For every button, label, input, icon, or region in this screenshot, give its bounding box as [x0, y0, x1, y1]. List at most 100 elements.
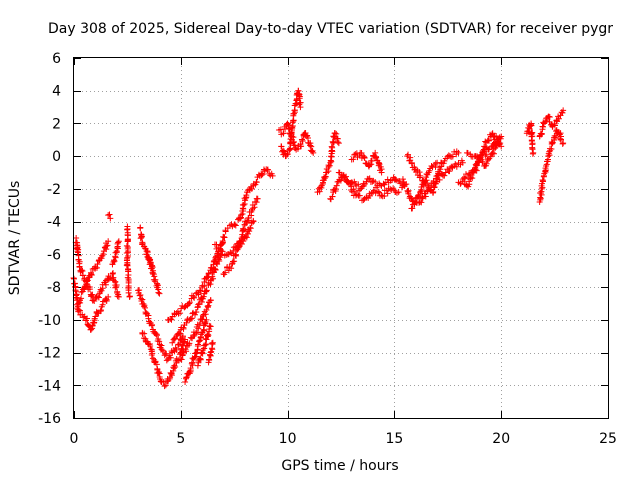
data-point: [200, 293, 207, 300]
data-point: [240, 202, 247, 209]
data-point: [477, 154, 484, 161]
data-point: [432, 160, 439, 167]
data-point: [376, 161, 383, 168]
data-point: [157, 378, 164, 385]
data-point: [551, 121, 558, 128]
data-point: [281, 148, 288, 155]
data-point: [221, 233, 228, 240]
data-point: [195, 301, 202, 308]
data-point: [264, 166, 271, 173]
data-point: [418, 199, 425, 206]
data-point: [93, 264, 100, 271]
data-point: [206, 326, 213, 333]
data-point: [187, 365, 194, 372]
data-points: [70, 87, 567, 390]
data-point: [307, 140, 314, 147]
data-point: [458, 157, 465, 164]
data-point: [315, 185, 322, 192]
x-tick-label: 20: [492, 431, 510, 447]
data-point: [203, 287, 210, 294]
data-point: [355, 181, 362, 188]
data-point: [551, 122, 558, 129]
data-point: [191, 354, 198, 361]
y-tick-label: -8: [47, 280, 61, 296]
data-point: [112, 284, 119, 291]
data-point: [115, 238, 122, 245]
data-point: [526, 123, 533, 130]
data-point: [350, 186, 357, 193]
data-point: [219, 248, 226, 255]
data-point: [441, 172, 448, 179]
data-point: [206, 356, 213, 363]
data-point: [374, 188, 381, 195]
data-point: [156, 338, 163, 345]
data-point: [149, 269, 156, 276]
data-point: [393, 189, 400, 196]
data-point: [103, 296, 110, 303]
data-point: [209, 341, 216, 348]
data-point: [446, 168, 453, 175]
data-point: [100, 251, 107, 258]
data-point: [179, 352, 186, 359]
data-point: [373, 153, 380, 160]
data-point: [123, 242, 130, 249]
data-point: [210, 275, 217, 282]
data-point: [280, 130, 287, 137]
data-point: [334, 139, 341, 146]
data-point: [106, 211, 113, 218]
data-point: [258, 172, 265, 179]
data-point: [381, 193, 388, 200]
data-point: [485, 137, 492, 144]
data-point: [408, 194, 415, 201]
data-point: [83, 281, 90, 288]
data-point: [539, 178, 546, 185]
data-point: [83, 278, 90, 285]
data-point: [86, 286, 93, 293]
data-point: [207, 281, 214, 288]
y-tick-label: -2: [47, 182, 61, 198]
data-point: [195, 325, 202, 332]
data-point: [137, 224, 144, 231]
data-point: [299, 138, 306, 145]
data-point: [366, 175, 373, 182]
data-point: [347, 180, 354, 187]
x-tick-label: 15: [385, 431, 403, 447]
data-point: [78, 295, 85, 302]
data-point: [473, 167, 480, 174]
data-point: [76, 263, 83, 270]
data-point: [140, 300, 147, 307]
data-point: [467, 173, 474, 180]
data-point: [352, 151, 359, 158]
data-point: [147, 343, 154, 350]
data-point: [415, 191, 422, 198]
data-point: [376, 189, 383, 196]
data-point: [373, 184, 379, 191]
data-point: [295, 87, 302, 94]
data-point: [208, 264, 215, 271]
y-tick-label: 6: [52, 51, 61, 67]
data-point: [211, 265, 218, 272]
data-point: [309, 147, 316, 154]
data-point: [195, 341, 202, 348]
data-point: [385, 185, 392, 192]
data-point: [398, 184, 405, 191]
data-point: [78, 267, 85, 274]
data-point: [243, 192, 250, 199]
data-point: [199, 312, 206, 319]
data-point: [178, 305, 185, 312]
data-point: [548, 145, 555, 152]
data-point: [461, 174, 468, 181]
data-point: [176, 351, 183, 358]
data-point: [177, 330, 184, 337]
data-point: [469, 175, 476, 182]
data-point: [453, 151, 460, 158]
data-point: [248, 185, 255, 192]
data-point: [202, 342, 209, 349]
data-point: [448, 163, 455, 170]
data-point: [559, 109, 566, 116]
data-point: [94, 293, 101, 300]
x-tick-label: 10: [279, 431, 297, 447]
data-point: [138, 234, 145, 241]
data-point: [332, 185, 339, 192]
data-point: [202, 318, 209, 325]
